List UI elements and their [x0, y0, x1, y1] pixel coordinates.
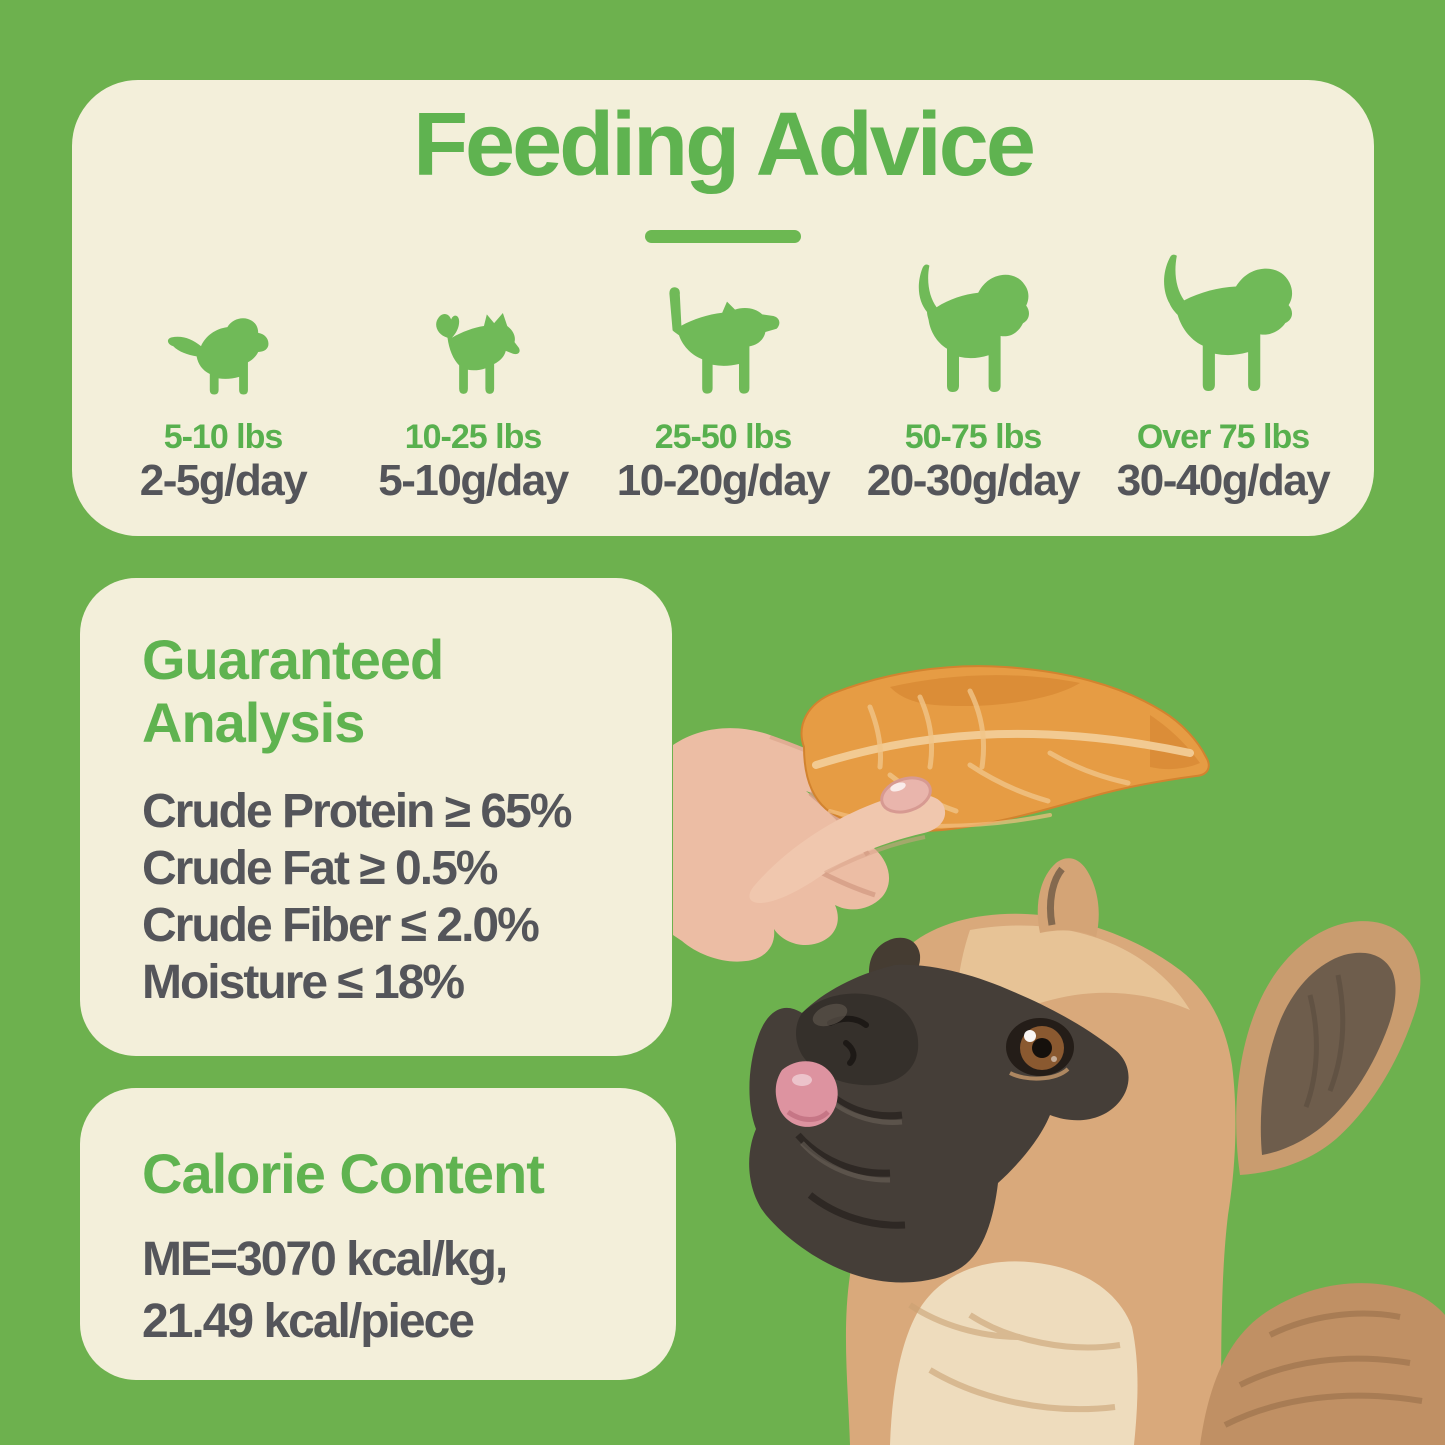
thumb-over-treat	[749, 776, 946, 903]
analysis-facts: Crude Protein ≥ 65% Crude Fat ≥ 0.5% Cru…	[142, 783, 672, 1011]
product-photo	[673, 665, 1445, 1445]
calorie-lines: ME=3070 kcal/kg, 21.49 kcal/piece	[142, 1229, 676, 1353]
analysis-fact: Moisture ≤ 18%	[142, 955, 465, 1009]
analysis-fact: Crude Protein ≥ 65%	[142, 784, 572, 838]
treat-dark-patch	[890, 675, 1080, 707]
amount-label: 5-10g/day	[378, 456, 569, 505]
dog-body	[1200, 1283, 1445, 1445]
amount-label: 20-30g/day	[866, 456, 1081, 505]
dog-tongue	[775, 1061, 838, 1127]
medium-dog-silhouette-icon	[669, 287, 780, 394]
guaranteed-analysis-heading: Guaranteed Analysis	[142, 628, 444, 755]
thumbnail-highlight	[890, 782, 906, 792]
amount-label: 10-20g/day	[616, 456, 831, 505]
dog-pupil	[1032, 1038, 1052, 1058]
dog-ear-small-edge	[1046, 866, 1065, 926]
thumb-shadow	[824, 835, 926, 875]
dog-eye-highlight-small	[1051, 1056, 1057, 1062]
dog-body-fur	[1223, 1310, 1423, 1428]
feeding-advice-card: Feeding Advice	[72, 80, 1374, 536]
small-dog-silhouette-icon	[436, 312, 520, 394]
dog-ear-small	[1037, 858, 1099, 937]
large-dog-silhouette-icon	[918, 264, 1029, 392]
calorie-content-card: Calorie Content ME=3070 kcal/kg, 21.49 k…	[80, 1088, 676, 1380]
dog-lower-lid	[1009, 1067, 1070, 1081]
calorie-content-heading: Calorie Content	[142, 1142, 545, 1205]
dog-nose-sheen	[812, 1003, 848, 1027]
calorie-line: ME=3070 kcal/kg,	[142, 1233, 508, 1287]
puppy-dog-silhouette-icon	[167, 318, 269, 395]
extra-large-dog-silhouette-icon	[1164, 254, 1293, 392]
french-bulldog-photo	[749, 858, 1445, 1445]
dog-ear-fur	[1303, 974, 1346, 1108]
weight-label: 50-75 lbs	[904, 418, 1043, 456]
title-divider	[645, 230, 801, 243]
dog-size-icons-row	[98, 248, 1348, 396]
dog-size-column	[598, 284, 848, 396]
dog-size-column	[848, 256, 1098, 396]
analysis-fact: Crude Fat ≥ 0.5%	[142, 841, 498, 895]
dog-size-column	[98, 308, 348, 396]
chicken-jerky-treat	[800, 665, 1210, 833]
thumb	[749, 794, 946, 903]
guaranteed-analysis-card: Guaranteed Analysis Crude Protein ≥ 65% …	[80, 578, 672, 1056]
dog-ear-large-inner	[1260, 952, 1396, 1155]
dog-forehead-highlight	[956, 925, 1190, 1050]
dog-size-column	[1098, 250, 1348, 396]
weight-label: 10-25 lbs	[404, 418, 543, 456]
feeding-advice-title: Feeding Advice	[413, 95, 1036, 195]
weight-label: 25-50 lbs	[654, 418, 793, 456]
calorie-line: 21.49 kcal/piece	[142, 1295, 475, 1349]
amount-labels-row: 2-5g/day 5-10g/day 10-20g/day 20-30g/day…	[98, 456, 1348, 506]
dog-neck-shading	[908, 1302, 1121, 1413]
treat-center-rib	[812, 729, 1194, 769]
amount-label: 30-40g/day	[1116, 456, 1331, 505]
dog-size-column	[348, 294, 598, 396]
dog-chest	[890, 1261, 1138, 1445]
weight-label: 5-10 lbs	[163, 418, 284, 456]
dog-tongue-shade	[786, 1109, 830, 1122]
weight-label: Over 75 lbs	[1136, 418, 1310, 456]
dog-tongue-highlight	[792, 1074, 812, 1086]
analysis-fact: Crude Fiber ≤ 2.0%	[142, 898, 540, 952]
amount-label: 2-5g/day	[139, 456, 308, 505]
weight-labels-row: 5-10 lbs 10-25 lbs 25-50 lbs 50-75 lbs O…	[98, 418, 1348, 457]
dog-eye-highlight	[1024, 1030, 1036, 1042]
